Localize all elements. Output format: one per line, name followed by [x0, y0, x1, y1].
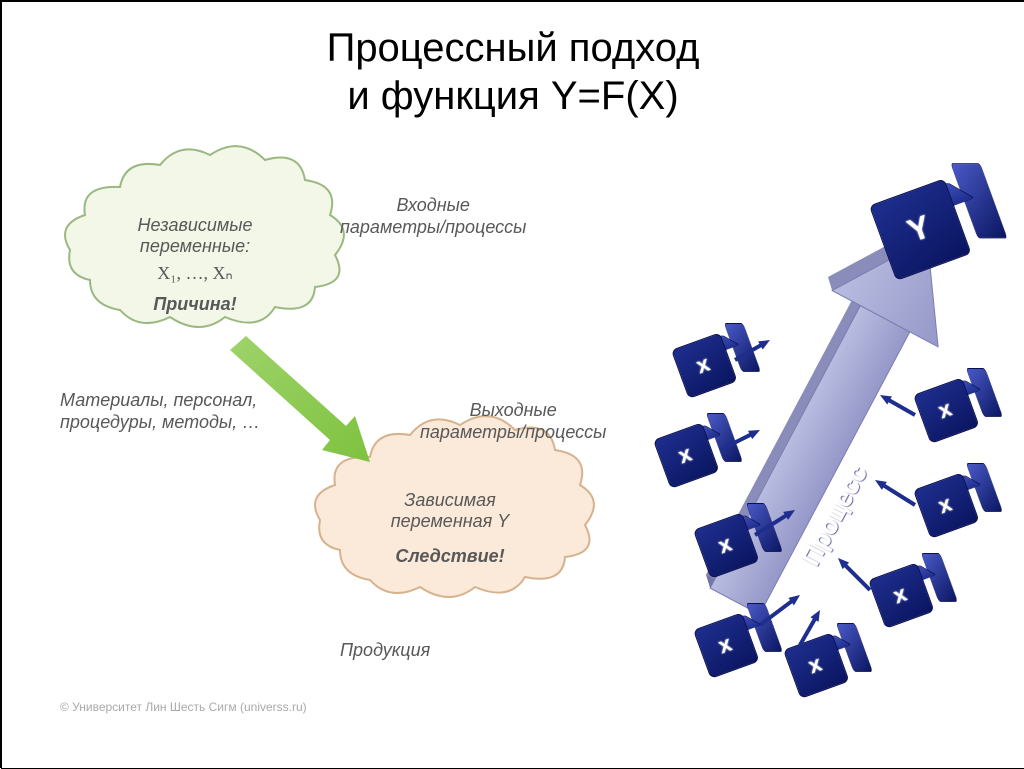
diagram-stage: Независимые переменные: X₁, …, Xₙ Причин…: [0, 0, 1024, 768]
small-arrows: [0, 0, 1024, 768]
